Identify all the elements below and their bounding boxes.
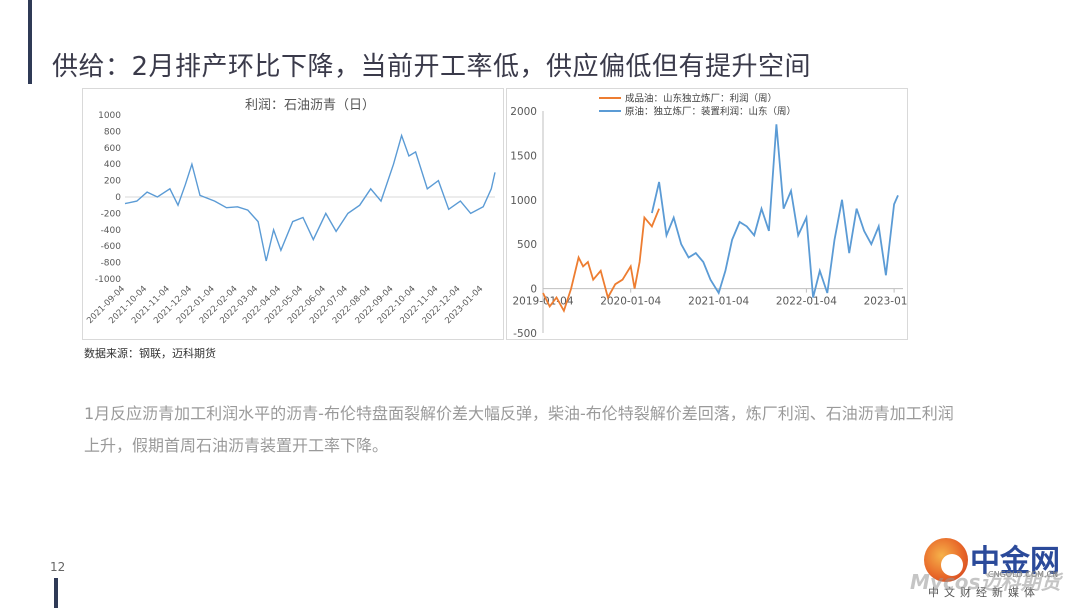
x-tick-label: 2020-01-04 bbox=[600, 296, 661, 308]
y-tick-label: -1000 bbox=[95, 275, 121, 285]
y-tick-label: 600 bbox=[104, 144, 121, 154]
y-tick-label: 2000 bbox=[510, 106, 537, 118]
chart-asphalt-profit: 利润：石油沥青（日） 1000 800 600 400 200 0 -200 -400 -600 -… bbox=[85, 98, 496, 326]
bottom-accent-bar bbox=[54, 578, 58, 608]
y-tick-label: 400 bbox=[104, 160, 121, 170]
x-tick-label: 2019-01-04 bbox=[512, 296, 573, 308]
page-number: 12 bbox=[50, 560, 66, 574]
data-source-note: 数据来源：钢联，迈科期货 bbox=[84, 347, 216, 360]
series-line-1 bbox=[651, 124, 899, 298]
y-tick-label: -200 bbox=[101, 209, 122, 219]
chart-left-panel: 利润：石油沥青（日） 1000 800 600 400 200 0 -200 -400 -600 -… bbox=[82, 88, 504, 340]
logo-tagline: 中文财经新媒体 bbox=[928, 586, 1040, 599]
chart-title: 利润：石油沥青（日） bbox=[245, 98, 375, 113]
y-tick-label: -600 bbox=[101, 242, 122, 252]
y-tick-label: 200 bbox=[104, 177, 121, 187]
y-tick-label: -500 bbox=[513, 328, 537, 339]
x-tick-label: 2023-01-04 bbox=[864, 296, 907, 308]
slide-title: 供给：2月排产环比下降，当前开工率低，供应偏低但有提升空间 bbox=[52, 52, 812, 82]
cngold-logo: 中金网 CNGOLD.COM.CN 中文财经新媒体 Mycos迈科期货 bbox=[910, 532, 1068, 602]
series-line bbox=[124, 133, 496, 262]
y-tick-label: 500 bbox=[517, 239, 537, 251]
y-tick-label: -400 bbox=[101, 226, 122, 236]
logo-name: 中金网 bbox=[970, 544, 1060, 579]
watermark-text: Mycos迈科期货 bbox=[910, 570, 1061, 594]
chart-right-panel: 2000 1500 1000 500 0 -500 2019-01-04 2020-01-04… bbox=[506, 88, 908, 340]
logo-emblem-icon bbox=[924, 538, 968, 582]
y-tick-label: 1000 bbox=[98, 111, 121, 121]
chart-refinery-profit: 2000 1500 1000 500 0 -500 2019-01-04 2020-01-04… bbox=[510, 93, 907, 340]
series-line-0 bbox=[542, 208, 660, 314]
x-tick-label: 2022-01-04 bbox=[776, 296, 837, 308]
legend-label: 成品油：山东独立炼厂：利润（周） bbox=[625, 93, 777, 105]
y-tick-label: 800 bbox=[104, 127, 121, 137]
logo-url: CNGOLD.COM.CN bbox=[988, 570, 1059, 579]
y-tick-label: 1000 bbox=[510, 195, 537, 207]
top-accent-bar bbox=[28, 0, 32, 84]
x-tick-label: 2021-01-04 bbox=[688, 296, 749, 308]
y-tick-label: 1500 bbox=[510, 150, 537, 162]
legend-label: 原油：独立炼厂：装置利润：山东（周） bbox=[625, 106, 796, 118]
y-tick-label: -800 bbox=[101, 259, 122, 269]
y-tick-label: 0 bbox=[530, 284, 537, 296]
body-paragraph: 1月反应沥青加工利润水平的沥青-布伦特盘面裂解价差大幅反弹，柴油-布伦特裂解价差… bbox=[84, 404, 954, 455]
y-tick-label: 0 bbox=[115, 193, 121, 203]
